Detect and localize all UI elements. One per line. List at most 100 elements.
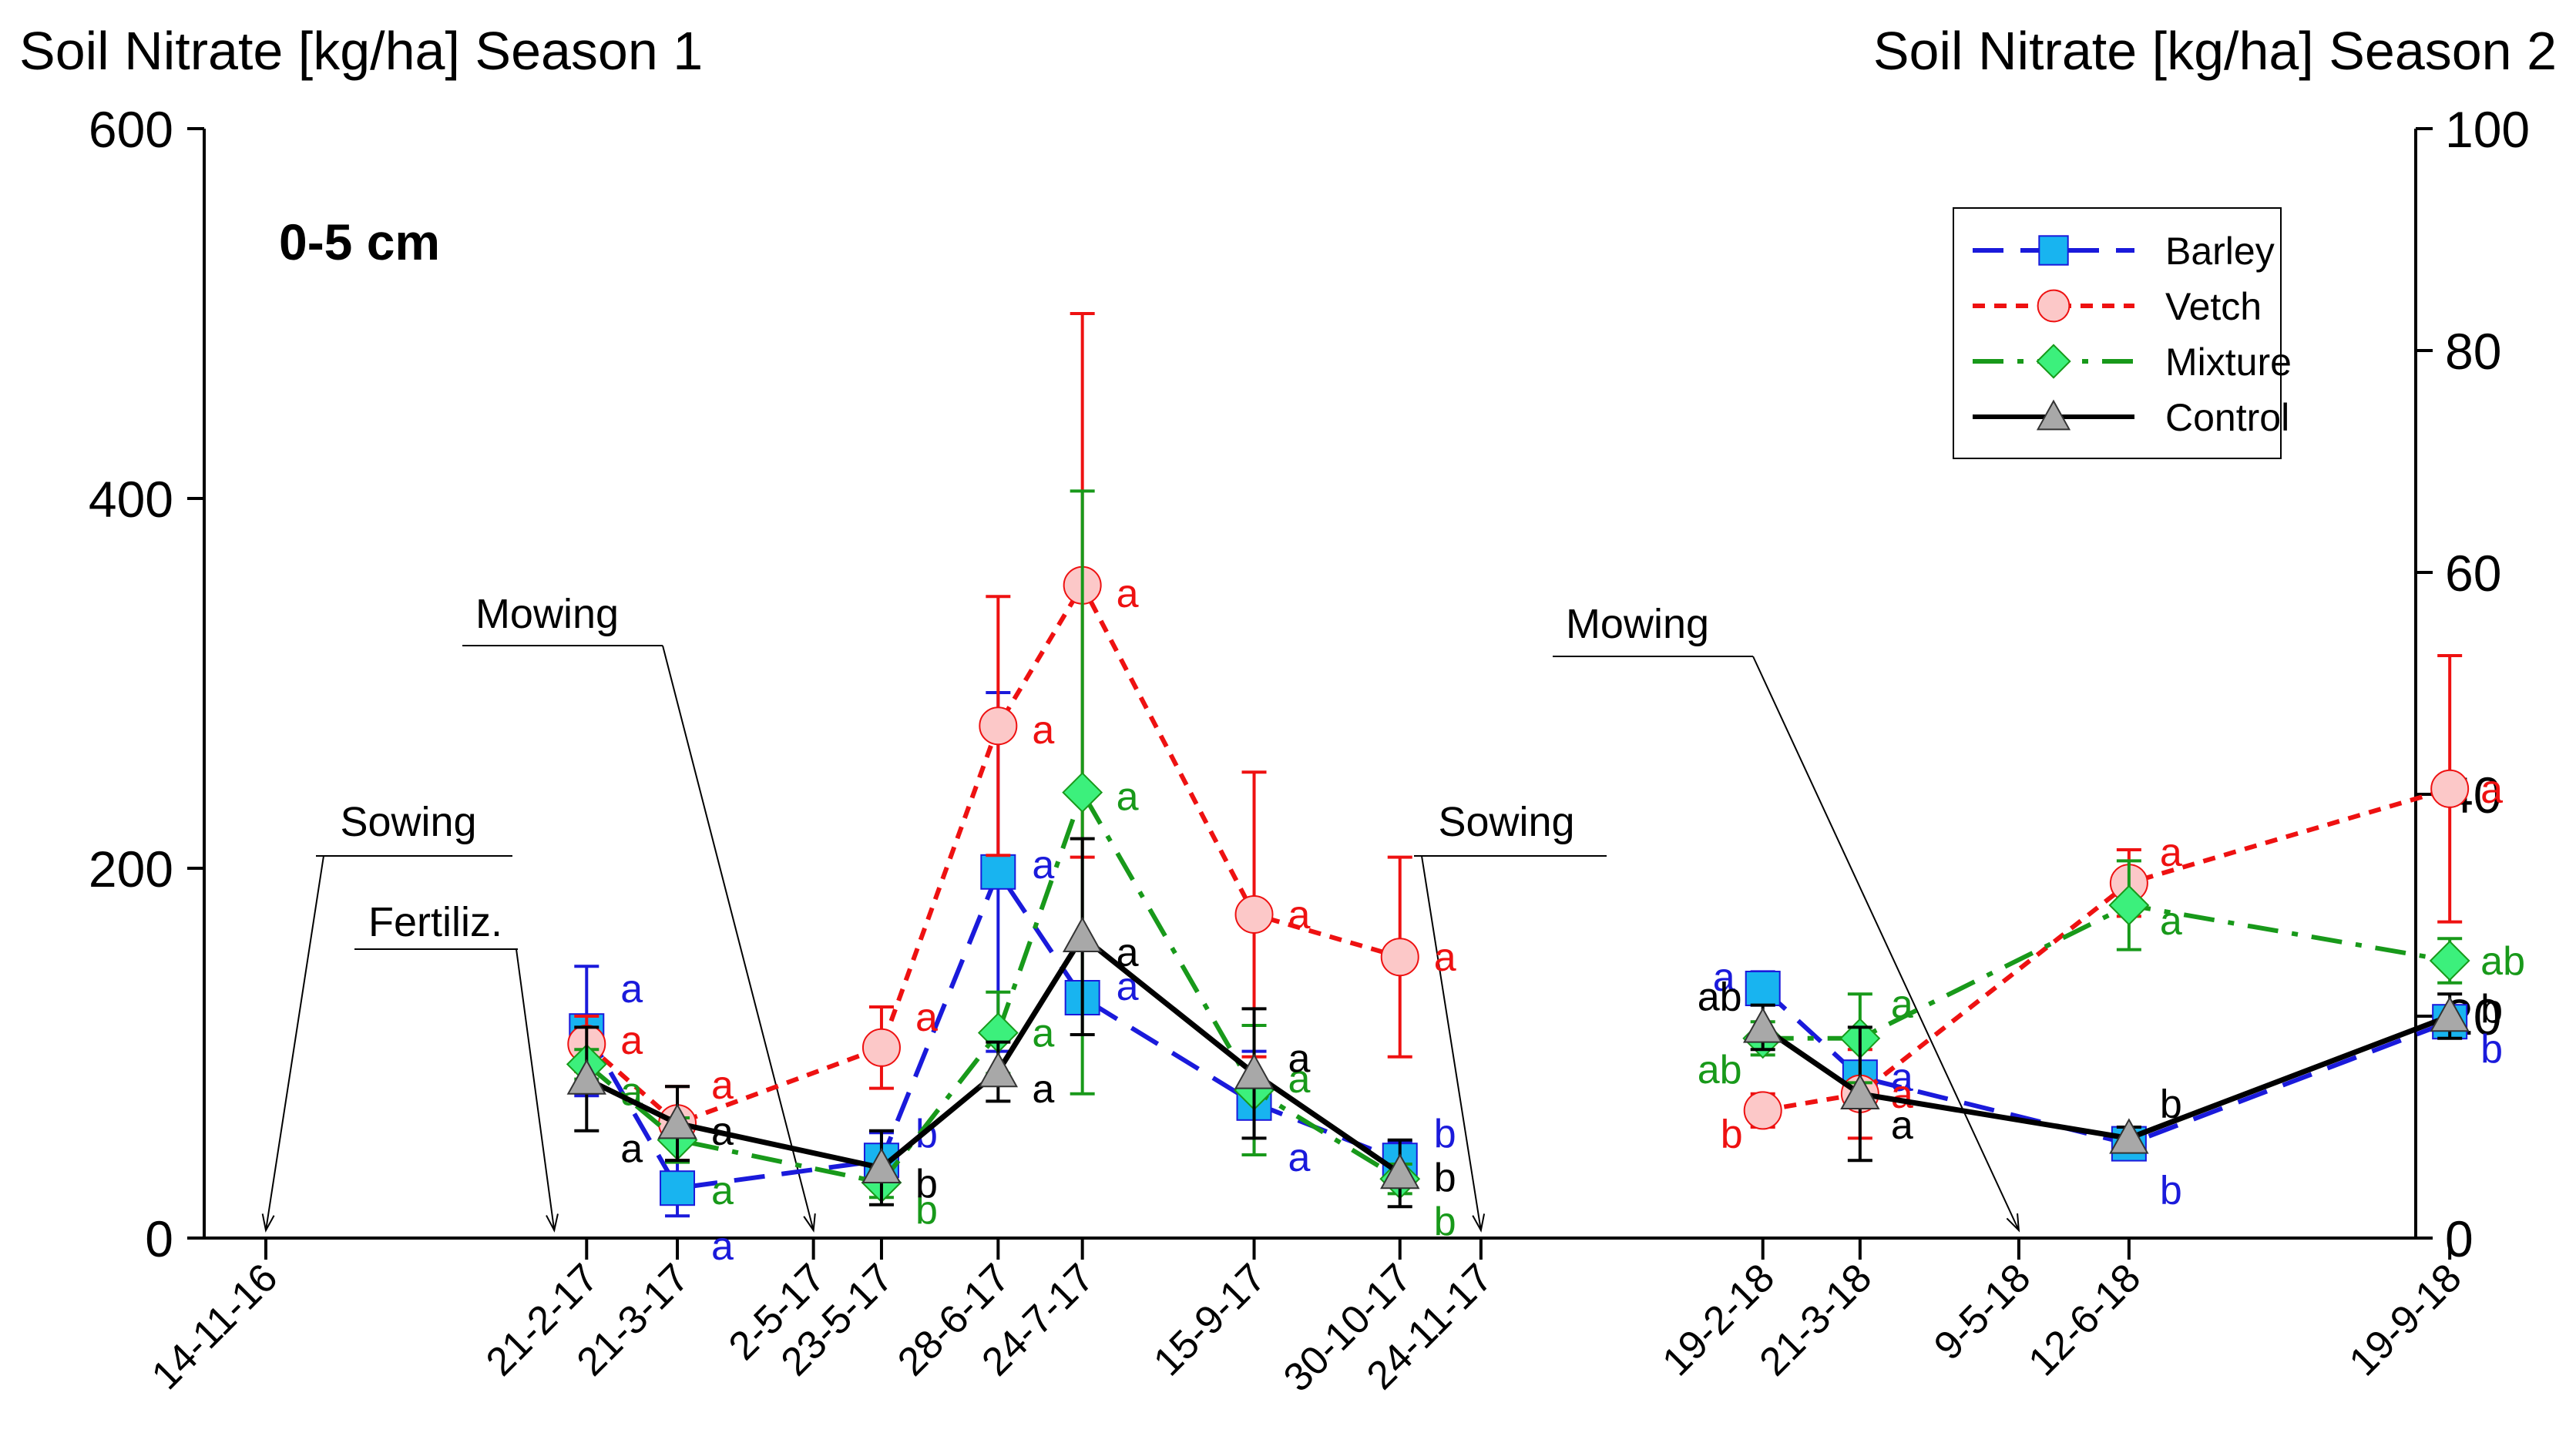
vetch-marker <box>1234 895 1274 934</box>
event-label: Mowing <box>1566 601 1709 647</box>
event-arrow-head <box>261 1213 275 1233</box>
control-marker <box>1062 916 1103 952</box>
mixture-significance-letter: a <box>1117 775 1139 820</box>
vetch-significance-letter: a <box>915 995 938 1040</box>
event-annotations: Sowing Fertiliz. Mowing Sowing Mowing <box>261 591 2020 1233</box>
barley-significance-letter: a <box>620 967 643 1012</box>
barley-marker <box>2038 235 2069 266</box>
control-significance-letter: a <box>620 1127 643 1172</box>
control-marker <box>1840 1073 1880 1109</box>
mixture-line-season2 <box>1762 902 2450 1041</box>
y-right-tick-label: 60 <box>2445 545 2501 602</box>
event-arrow-line <box>516 948 556 1231</box>
legend-label-vetch: Vetch <box>2165 285 2262 328</box>
control-significance-letter: b <box>1434 1156 1456 1200</box>
control-marker <box>1234 1053 1275 1089</box>
mixture-significance-letter: a <box>2160 899 2182 944</box>
vetch-marker <box>979 706 1018 746</box>
mixture-marker <box>2036 344 2071 379</box>
control-marker <box>861 1147 902 1183</box>
barley-significance-letter: a <box>1713 955 1735 1000</box>
vetch-significance-letter: a <box>1434 935 1456 980</box>
event-arrow-line <box>265 855 324 1231</box>
vetch-significance-letter: a <box>2480 767 2503 812</box>
control-marker <box>1743 1007 1783 1043</box>
barley-significance-letter: b <box>2160 1169 2182 1213</box>
mixture-significance-letter: a <box>1032 1012 1054 1056</box>
control-significance-letter: a <box>1288 1036 1311 1081</box>
y-right-tick-label: 80 <box>2445 323 2501 380</box>
legend: Barley Vetch Mixture Control <box>1953 207 2292 459</box>
depth-label: 0-5 cm <box>279 213 440 270</box>
control-marker <box>1380 1153 1420 1190</box>
event-label: Sowing <box>1438 799 1574 845</box>
vetch-significance-letter: a <box>711 1063 734 1108</box>
vetch-significance-letter: a <box>1032 708 1054 753</box>
legend-label-barley: Barley <box>2165 230 2275 273</box>
mixture-significance-letter: a <box>1288 1057 1311 1102</box>
event-arrow-head <box>803 1213 816 1233</box>
barley-significance-letter: a <box>1891 1055 1913 1100</box>
control-marker <box>657 1103 697 1139</box>
mixture-marker <box>2429 940 2470 982</box>
barley-marker <box>660 1170 696 1206</box>
legend-label-mixture: Mixture <box>2165 341 2292 384</box>
vetch-line-season2 <box>1762 786 2451 1113</box>
y-left-tick-label: 400 <box>89 471 173 528</box>
control-significance-letter: a <box>1891 1103 1913 1148</box>
mixture-significance-letter: b <box>915 1188 938 1233</box>
mixture-marker <box>1062 772 1103 814</box>
control-marker <box>2109 1118 2149 1154</box>
mixture-significance-letter: a <box>1891 982 1913 1027</box>
control-marker <box>2430 995 2470 1032</box>
mixture-significance-letter: ab <box>1698 1048 1742 1092</box>
control-line-season2 <box>1761 1013 2451 1142</box>
event-arrow-line <box>1421 855 1482 1231</box>
mixture-significance-letter: ab <box>2480 939 2525 984</box>
barley-significance-letter: b <box>1434 1112 1456 1156</box>
control-marker <box>978 1051 1019 1088</box>
vetch-significance-letter: a <box>1117 572 1139 616</box>
barley-marker <box>1745 971 1781 1006</box>
control-significance-letter: b <box>2480 987 2503 1032</box>
event-arrow-head <box>2006 1213 2020 1233</box>
mixture-marker <box>2108 884 2150 926</box>
vetch-marker <box>2430 769 2470 808</box>
barley-significance-letter: a <box>711 1224 734 1269</box>
control-significance-letter: a <box>711 1109 734 1154</box>
vetch-significance-letter: a <box>620 1018 643 1063</box>
left-axis-title: Soil Nitrate [kg/ha] Season 1 <box>19 21 703 81</box>
event-label: Mowing <box>475 591 619 637</box>
barley-line-season2 <box>1761 986 2451 1146</box>
mixture-significance-letter: a <box>711 1169 734 1213</box>
vetch-significance-letter: a <box>2160 831 2182 875</box>
event-arrow-head <box>546 1213 559 1233</box>
mixture-significance-letter: b <box>1434 1200 1456 1244</box>
control-marker <box>566 1059 606 1095</box>
event-label: Sowing <box>340 799 476 845</box>
y-left-tick-label: 200 <box>89 841 173 898</box>
barley-significance-letter: a <box>1032 843 1054 888</box>
y-right-tick-label: 100 <box>2445 101 2530 158</box>
event-arrow-line <box>1752 656 2020 1231</box>
control-significance-letter: b <box>915 1162 938 1206</box>
barley-significance-letter: b <box>2480 1027 2503 1072</box>
event-arrow-line <box>662 645 814 1231</box>
control-marker <box>2036 399 2071 431</box>
right-axis-title: Soil Nitrate [kg/ha] Season 2 <box>1873 21 2557 81</box>
vetch-significance-letter: a <box>1288 893 1311 938</box>
y-left-tick-label: 0 <box>145 1210 173 1267</box>
vetch-significance-letter: b <box>1721 1112 1743 1156</box>
vetch-marker <box>2037 289 2071 323</box>
legend-label-control: Control <box>2165 396 2289 439</box>
control-significance-letter: a <box>1032 1067 1054 1112</box>
event-label: Fertiliz. <box>368 899 502 945</box>
control-significance-letter: b <box>2160 1082 2182 1126</box>
control-significance-letter: ab <box>1698 975 1742 1019</box>
barley-marker <box>980 854 1016 890</box>
control-significance-letter: a <box>1117 931 1139 975</box>
